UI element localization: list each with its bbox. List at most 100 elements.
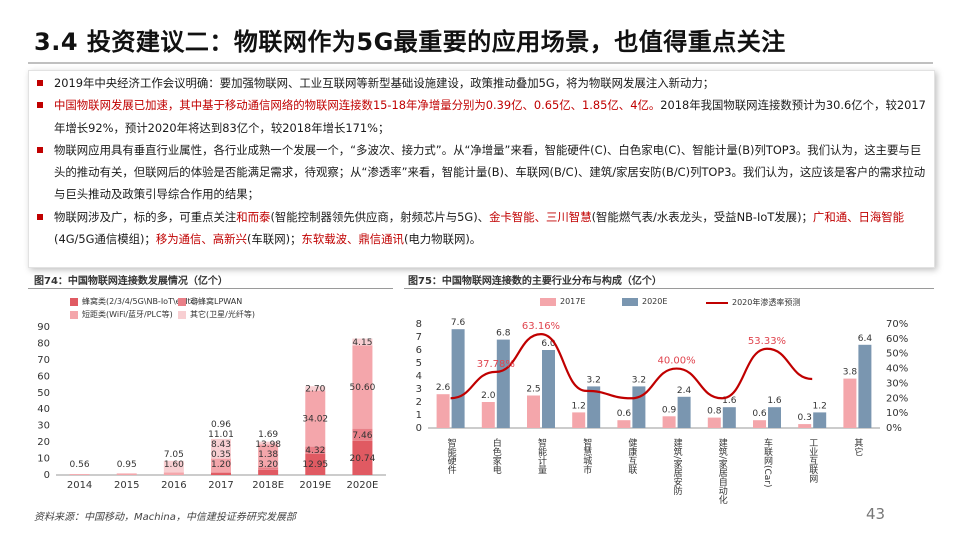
bar-2020e <box>587 386 601 428</box>
data-label: 2.5 <box>526 385 540 395</box>
line-data-label: 40.00% <box>658 356 696 367</box>
y-tick-label: 50 <box>37 388 50 399</box>
penetration-line <box>450 333 813 400</box>
data-label: 0.3 <box>798 413 812 423</box>
legend-entry: 2020E <box>622 297 667 306</box>
y2-tick-label: 40% <box>886 364 908 375</box>
data-label: 4.32 <box>305 446 325 456</box>
y-tick-label: 5 <box>416 358 422 369</box>
bullet-item: 物联网应用具有垂直行业属性，各行业成熟一个发展一个，“多波次、接力式”。从“净增… <box>36 139 926 206</box>
data-label: 1.2 <box>572 401 586 411</box>
x-tick-label: 2018E <box>252 480 284 491</box>
bullet-text-segment: 物联网涉及广，标的多，可重点关注 <box>54 209 237 224</box>
data-label: 3.20 <box>258 460 278 470</box>
y-tick-label: 6 <box>416 345 422 356</box>
bar-segment <box>258 441 279 445</box>
fig75-title: 图75：中国物联网连接数的主要行业分布与构成（亿个） <box>408 276 662 287</box>
bar-segment <box>163 460 184 473</box>
bar-segment <box>352 440 373 475</box>
legend-entry: 短距类(WiFi/蓝牙/PLC等) <box>70 309 173 320</box>
bar-2017e <box>481 402 495 428</box>
data-label: 0.6 <box>617 409 632 419</box>
bar-2017e <box>843 378 857 428</box>
data-label: 3.2 <box>587 375 601 385</box>
legend-entry: 2020年渗透率预测 <box>706 297 800 308</box>
fig74-title: 图74：中国物联网连接数发展情况（亿个） <box>34 276 228 287</box>
bullet-text-segment: 移为通信、高新兴 <box>155 232 247 247</box>
x-tick-label: 健康互联 <box>626 437 637 475</box>
legend-swatch <box>70 310 78 319</box>
y-tick-label: 60 <box>37 371 50 382</box>
bar-2017e <box>617 420 631 428</box>
y-tick-label: 30 <box>37 421 50 432</box>
bar-2020e <box>768 407 781 428</box>
bar-2020e <box>496 339 510 428</box>
bullet-marker <box>37 146 43 153</box>
data-label: 7.6 <box>451 318 466 328</box>
data-label: 0.96 <box>211 420 231 430</box>
data-label: 0.9 <box>662 405 677 415</box>
line-data-label: 63.16% <box>522 321 560 332</box>
y-tick-label: 0 <box>44 470 50 481</box>
bar-segment <box>211 473 231 475</box>
y-tick-label: 8 <box>416 319 422 330</box>
bullet-text-segment: 金卡智能、三川智慧 <box>489 209 592 224</box>
x-tick-label: 白色家电 <box>491 437 502 474</box>
data-label: 2.0 <box>481 391 496 401</box>
legend-label: 2020E <box>642 297 668 306</box>
y2-tick-label: 30% <box>886 378 908 389</box>
y-tick-label: 20 <box>37 437 50 448</box>
bar-segment <box>211 472 231 474</box>
bar-segment <box>258 469 279 475</box>
data-label: 1.60 <box>164 460 184 470</box>
x-tick-label: 智慧城市 <box>581 437 592 475</box>
source-note: 资料来源：中国移动，Machina，中信建投证券研究发展部 <box>34 512 296 523</box>
bar-2017e <box>798 424 812 428</box>
x-tick-label: 2019E <box>299 480 331 491</box>
bar-2020e <box>858 344 872 428</box>
bar-segment <box>305 386 326 391</box>
bullet-item: 中国物联网发展已加速，其中基于移动通信网络的物联网连接数15-18年净增量分别为… <box>36 94 926 139</box>
data-label: 6.4 <box>858 334 873 344</box>
data-label: 0.8 <box>707 407 722 417</box>
y-tick-label: 70 <box>37 355 50 366</box>
data-label: 8.43 <box>211 440 231 450</box>
data-label: 1.2 <box>813 401 827 411</box>
y-tick-label: 90 <box>37 322 50 333</box>
x-tick-label: 建筑/家居安防 <box>672 437 683 496</box>
y-tick-label: 40 <box>37 404 50 415</box>
x-tick-label: 其它 <box>852 438 863 456</box>
y-tick-label: 10 <box>37 454 50 465</box>
data-label: 1.20 <box>211 460 231 470</box>
bar-segment <box>305 390 326 447</box>
legend-entry: 2017E <box>540 297 585 306</box>
data-label: 50.60 <box>350 383 376 393</box>
title-divider <box>28 62 933 64</box>
bar-segment <box>69 474 90 475</box>
legend-swatch <box>540 297 556 306</box>
bullet-text-segment: 2019年中央经济工作会议明确：要加强物联网、工业互联网等新型基础设施建设，政策… <box>54 76 715 90</box>
bar-2020e <box>451 329 465 428</box>
x-tick-label: 建筑/家居自动化 <box>717 437 728 505</box>
bar-segment <box>352 345 373 429</box>
data-label: 1.6 <box>722 396 737 406</box>
legend-entry: 非蜂窝LPWAN <box>178 296 242 307</box>
data-label: 6.8 <box>496 329 511 339</box>
bullet-item: 2019年中央经济工作会议明确：要加强物联网、工业互联网等新型基础设施建设，政策… <box>36 72 926 94</box>
y-tick-label: 2 <box>416 397 422 408</box>
data-label: 20.74 <box>350 454 376 464</box>
x-tick-label: 2015 <box>114 480 139 491</box>
legend-label: 蜂窝类(2/3/4/5G\NB-IoT\eMtc) <box>82 297 199 306</box>
y-tick-label: 7 <box>416 332 422 343</box>
x-tick-label: 2014 <box>67 480 92 491</box>
bar-segment <box>211 458 231 473</box>
legend-swatch <box>706 301 728 304</box>
data-label: 11.01 <box>208 430 234 440</box>
bar-segment <box>211 438 231 441</box>
bar-2017e <box>527 395 540 428</box>
y-tick-label: 4 <box>416 371 422 382</box>
bar-2020e <box>677 396 691 428</box>
data-label: 12.95 <box>302 460 328 470</box>
bar-segment <box>305 453 326 475</box>
data-label: 0.56 <box>70 460 90 470</box>
